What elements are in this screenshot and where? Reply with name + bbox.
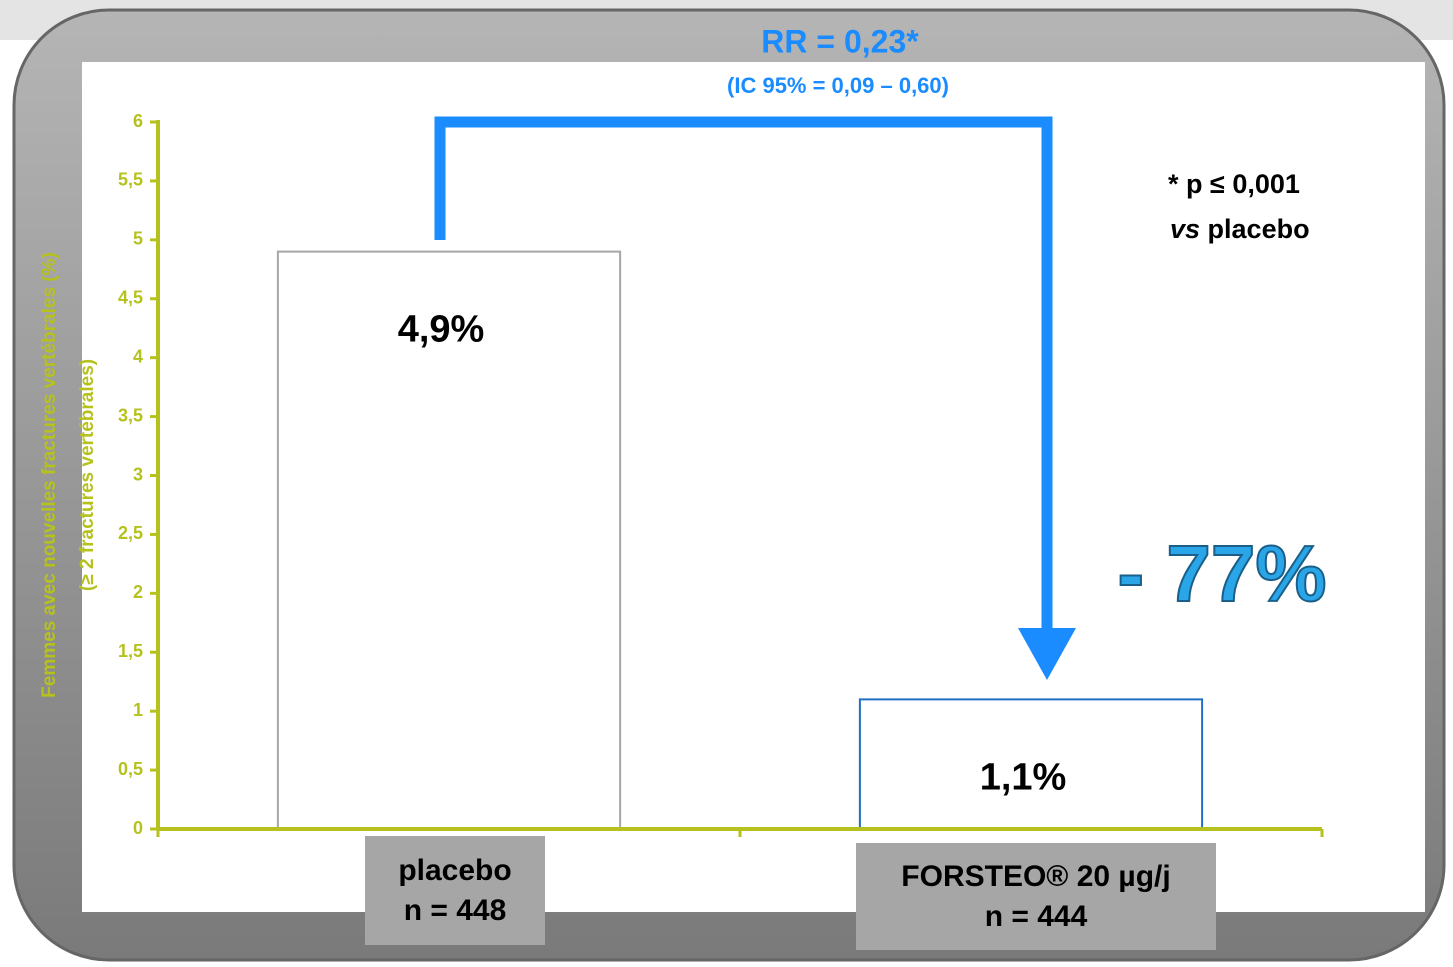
y-tick-label: 2,5 [118, 523, 143, 543]
bar [858, 698, 1204, 831]
rr-label: RR = 0,23* [761, 23, 919, 59]
y-tick-label: 1 [133, 700, 143, 720]
vs: vs [1170, 214, 1200, 244]
y-tick-label: 4 [133, 346, 143, 366]
y-axis-label: Femmes avec nouvelles fractures vertébra… [39, 252, 60, 698]
ci-label: (IC 95% = 0,09 – 0,60) [727, 73, 949, 98]
value-label: 4,9% [398, 309, 485, 351]
x-tick-label: placebo n = 448 [365, 836, 545, 945]
value-label: 1,1% [980, 756, 1067, 798]
reduction-label: - 77% [1118, 529, 1327, 618]
y-tick-label: 6 [133, 111, 143, 131]
bracket [434, 116, 1053, 630]
y-tick-label: 3,5 [118, 405, 143, 425]
y-axis-label: (≥ 2 fractures vertébrales) [77, 359, 98, 591]
y-tick-label: 2 [133, 582, 143, 602]
bar [276, 250, 622, 831]
vs-label: vs placebo [1170, 214, 1310, 244]
y-tick-label: 3 [133, 464, 143, 484]
y-tick-label: 0 [133, 818, 143, 838]
vs-rest: placebo [1200, 214, 1310, 244]
y-tick-label: 0,5 [118, 759, 143, 779]
y-tick-label: 4,5 [118, 288, 143, 308]
y-tick-label: 5 [133, 229, 143, 249]
y-tick-label: 5,5 [118, 170, 143, 190]
x-tick-label: FORSTEO® 20 µg/j n = 444 [856, 843, 1216, 950]
y-tick-label: 1,5 [118, 641, 143, 661]
arrow-head [1018, 628, 1076, 680]
p-label: * p ≤ 0,001 [1168, 169, 1300, 199]
